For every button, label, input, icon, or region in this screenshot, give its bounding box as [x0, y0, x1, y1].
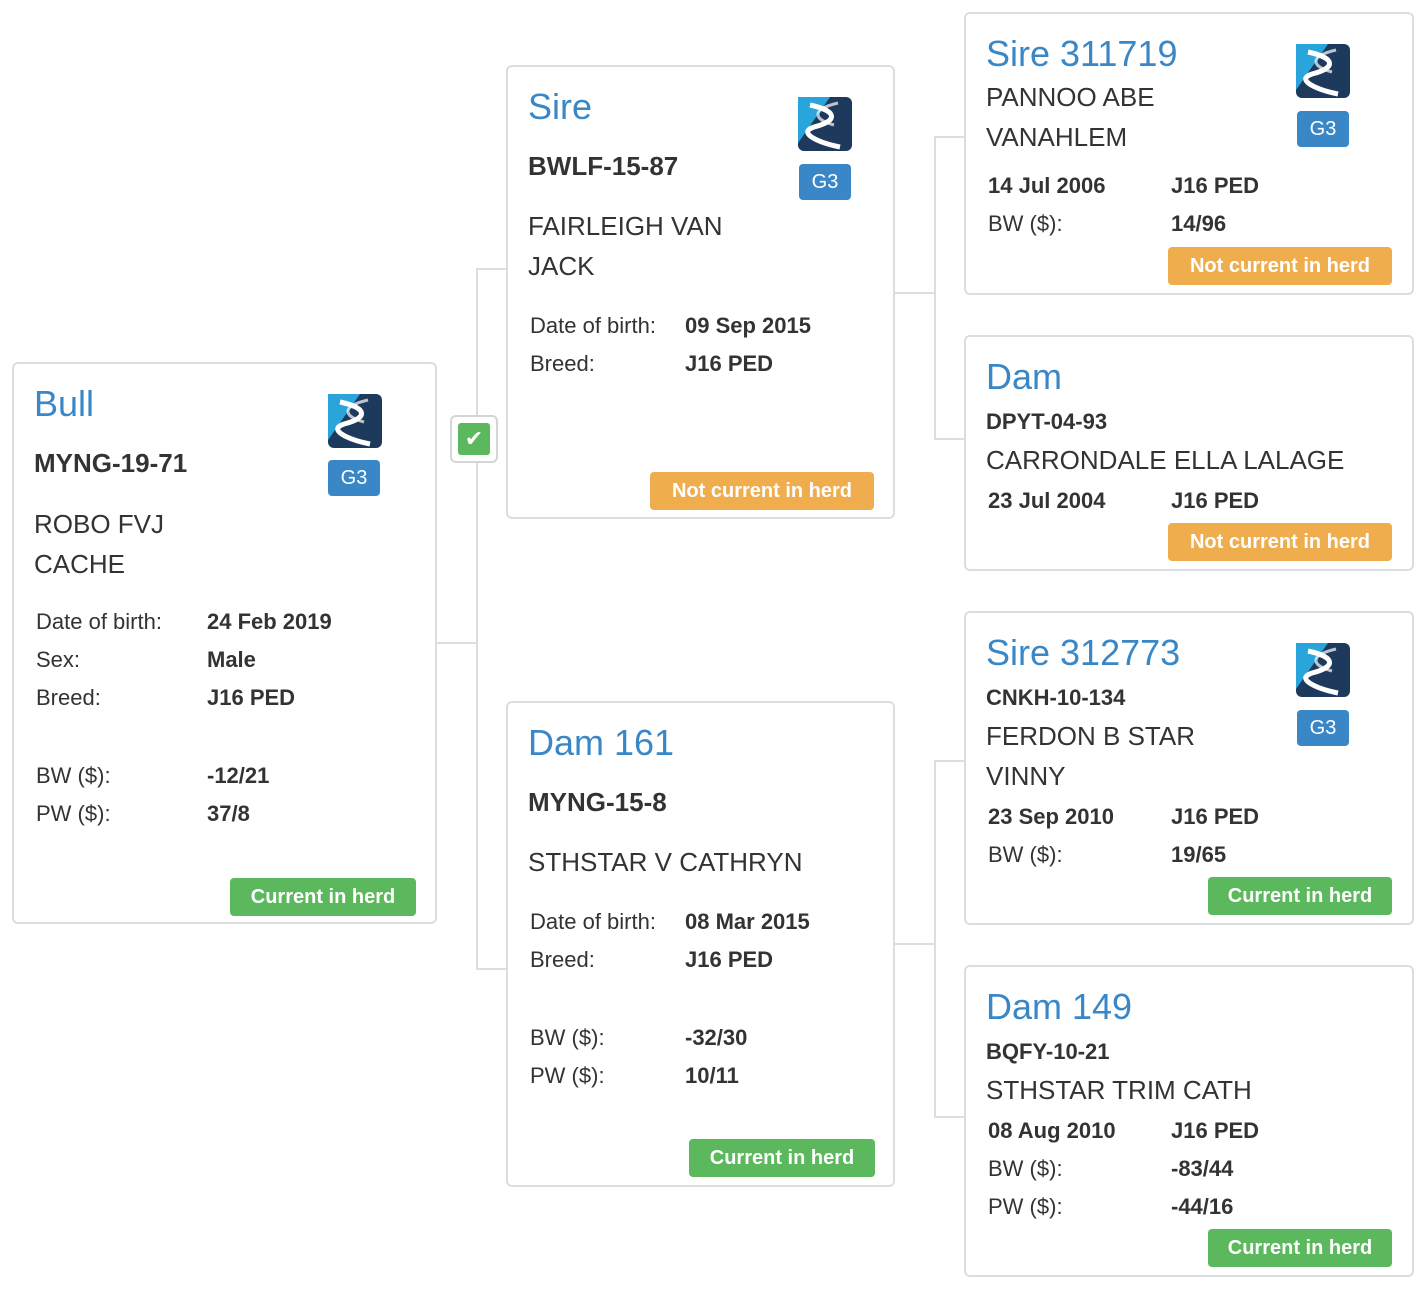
sire-dam-card[interactable]: Dam DPYT-04-93 CARRONDALE ELLA LALAGE 23…	[964, 335, 1414, 571]
status-badge: Not current in herd	[650, 472, 874, 510]
card-title: Dam 161	[528, 722, 675, 763]
sex-value: Male	[207, 647, 256, 672]
dob-value: 24 Feb 2019	[207, 609, 332, 634]
connector-to-sire-sire	[934, 136, 966, 138]
dob-label: Date of birth:	[530, 313, 656, 338]
sire-card[interactable]: Sire G3 BWLF-15-87 FAIRLEIGH VAN JACK Da…	[506, 65, 895, 519]
bw-value: -32/30	[685, 1025, 748, 1050]
animal-name-line1: ROBO FVJ	[34, 509, 165, 539]
card-title: Sire 311719	[986, 33, 1178, 74]
dna-helix-logo	[1296, 643, 1350, 697]
animal-name-line1: STHSTAR TRIM CATH	[986, 1075, 1252, 1105]
bw-value: 19/65	[1171, 842, 1227, 867]
connector-to-dam-dam	[934, 1116, 966, 1118]
breed-label: Breed:	[36, 685, 101, 710]
dam-sire-card[interactable]: Sire 312773 G3 CNKH-10-134 FERDON B STAR…	[964, 611, 1414, 925]
bw-label: BW ($):	[36, 763, 111, 788]
breed-value: J16 PED	[685, 947, 774, 972]
status-badge: Not current in herd	[1168, 247, 1392, 285]
connector-dam-out	[894, 943, 936, 945]
status-badge: Not current in herd	[1168, 523, 1392, 561]
card-title: Dam 149	[986, 986, 1133, 1027]
bw-value: 14/96	[1171, 211, 1227, 236]
connector-to-sire	[476, 268, 508, 270]
dob-value: 14 Jul 2006	[988, 173, 1106, 198]
animal-tag: BWLF-15-87	[528, 151, 679, 181]
card-title: Bull	[34, 383, 95, 424]
card-title: Dam	[986, 356, 1063, 397]
pw-label: PW ($):	[36, 801, 111, 826]
animal-name-line1: PANNOO ABE	[986, 82, 1155, 112]
connector-sire-out	[894, 292, 936, 294]
pw-value: 37/8	[207, 801, 250, 826]
animal-tag: BQFY-10-21	[986, 1039, 1110, 1064]
bw-label: BW ($):	[530, 1025, 605, 1050]
select-checkbox[interactable]: ✔	[450, 415, 498, 463]
dob-value: 08 Aug 2010	[988, 1118, 1116, 1143]
animal-tag: MYNG-19-71	[34, 448, 188, 478]
connector-sire-vertical	[934, 136, 936, 440]
genomic-badge: G3	[328, 460, 380, 496]
status-badge: Current in herd	[230, 878, 416, 916]
dob-value: 08 Mar 2015	[685, 909, 810, 934]
genomic-badge: G3	[1297, 111, 1349, 147]
bw-label: BW ($):	[988, 1156, 1063, 1181]
status-badge: Current in herd	[1208, 1229, 1392, 1267]
connector-to-dam-sire	[934, 760, 966, 762]
dna-helix-logo	[328, 394, 382, 448]
dob-value: 09 Sep 2015	[685, 313, 811, 338]
connector-to-dam	[476, 968, 508, 970]
pw-label: PW ($):	[530, 1063, 605, 1088]
connector-dam-vertical	[934, 760, 936, 1118]
genomic-badge: G3	[799, 164, 851, 200]
animal-name-line1: CARRONDALE ELLA LALAGE	[986, 445, 1345, 475]
pw-value: 10/11	[685, 1063, 739, 1088]
dna-helix-logo	[1296, 44, 1350, 98]
genomic-badge: G3	[1297, 710, 1349, 746]
dob-label: Date of birth:	[36, 609, 162, 634]
animal-tag: MYNG-15-8	[528, 787, 667, 817]
card-title: Sire	[528, 86, 593, 127]
animal-name-line1: FAIRLEIGH VAN	[528, 211, 723, 241]
dna-helix-logo	[798, 97, 852, 151]
animal-tag: DPYT-04-93	[986, 409, 1108, 434]
animal-name-line2: VANAHLEM	[986, 122, 1128, 152]
animal-name-line2: VINNY	[986, 761, 1066, 791]
breed-value: J16 PED	[1171, 1118, 1260, 1143]
bw-label: BW ($):	[988, 211, 1063, 236]
bw-value: -12/21	[207, 763, 270, 788]
connector-to-sire-dam	[934, 438, 966, 440]
animal-name-line1: STHSTAR V CATHRYN	[528, 847, 803, 877]
animal-tag: CNKH-10-134	[986, 685, 1126, 710]
bull-card[interactable]: Bull G3 MYNG-19-71 ROBO FVJ CACHE Date o…	[12, 362, 437, 924]
animal-name-line2: JACK	[528, 251, 595, 281]
animal-name-line2: CACHE	[34, 549, 126, 579]
dob-label: Date of birth:	[530, 909, 656, 934]
breed-value: J16 PED	[1171, 804, 1260, 829]
breed-value: J16 PED	[685, 351, 774, 376]
status-badge: Current in herd	[689, 1139, 875, 1177]
sex-label: Sex:	[36, 647, 81, 672]
dam-dam-card[interactable]: Dam 149 BQFY-10-21 STHSTAR TRIM CATH 08 …	[964, 965, 1414, 1277]
dam-card[interactable]: Dam 161 MYNG-15-8 STHSTAR V CATHRYN Date…	[506, 701, 895, 1187]
dob-value: 23 Jul 2004	[988, 488, 1106, 513]
sire-sire-card[interactable]: Sire 311719 G3 PANNOO ABE VANAHLEM 14 Ju…	[964, 12, 1414, 295]
card-title: Sire 312773	[986, 632, 1181, 673]
pw-value: -44/16	[1171, 1194, 1234, 1219]
breed-value: J16 PED	[207, 685, 296, 710]
pw-label: PW ($):	[988, 1194, 1063, 1219]
check-icon: ✔	[458, 423, 490, 455]
bw-value: -83/44	[1171, 1156, 1234, 1181]
connector-bull-vertical	[476, 268, 478, 970]
animal-name-line1: FERDON B STAR	[986, 721, 1195, 751]
breed-value: J16 PED	[1171, 488, 1260, 513]
breed-label: Breed:	[530, 947, 595, 972]
bw-label: BW ($):	[988, 842, 1063, 867]
breed-label: Breed:	[530, 351, 595, 376]
connector-bull-out	[436, 642, 476, 644]
dob-value: 23 Sep 2010	[988, 804, 1114, 829]
breed-value: J16 PED	[1171, 173, 1260, 198]
status-badge: Current in herd	[1208, 877, 1392, 915]
